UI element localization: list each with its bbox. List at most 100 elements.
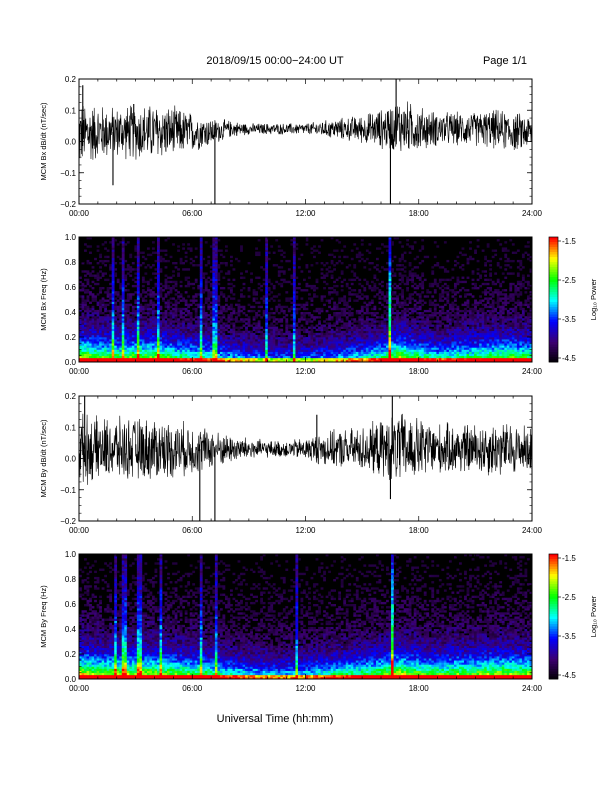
colorbar-tick-label: -4.5 [562,354,576,363]
colorbar-frame [548,236,559,363]
colorbar-segment [549,654,558,657]
colorbar-tick-label: -4.5 [562,671,576,680]
colorbar-segment [549,299,558,303]
colorbar-segment [549,359,558,363]
colorbar-segment [549,616,558,620]
x-tick-label: 06:00 [182,684,203,693]
colorbar-segment [549,661,558,665]
colorbar-segment [549,666,558,670]
colorbar-segment [549,671,558,675]
colorbar-segment [549,556,558,560]
colorbar-segment [549,272,558,275]
colorbar-segment [549,599,558,602]
colorbar-segment [549,279,558,283]
y-tick-label: −0.1 [60,486,76,495]
y-axis-label: MCM By Freq (Hz) [39,585,48,648]
by-spectrogram-panel: -1.5 -2.5 -3.5 -4.5 Log₁₀ Power 1.0 0.8 0.6 0.4 0… [39,550,598,693]
colorbar-segment [549,249,558,253]
colorbar-segment [549,314,558,318]
y-tick-label: 0.2 [65,392,77,401]
colorbar-segment [549,656,558,660]
colorbar-segment [549,646,558,650]
x-tick-label: 12:00 [295,209,316,218]
colorbar-tick-label: -2.5 [562,276,576,285]
x-tick-label: 06:00 [182,209,203,218]
x-tick-label: 06:00 [182,526,203,535]
x-tick-label: 00:00 [69,367,90,376]
colorbar-segment [549,559,558,562]
colorbar-segment [549,604,558,607]
colorbar-segment [549,297,558,300]
colorbar-segment [549,569,558,572]
dbdt-trace [79,413,532,485]
colorbar-segment [549,589,558,592]
dbdt-trace [79,101,532,160]
colorbar-segment [549,289,558,293]
colorbar-segment [549,269,558,273]
colorbar-segment [549,571,558,575]
colorbar-segment [549,631,558,635]
y-tick-label: 0.4 [65,308,77,317]
colorbar-segment [549,267,558,270]
colorbar-segment [549,621,558,625]
colorbar-segment [549,304,558,308]
figure-title: 2018/09/15 00:00−24:00 UT [206,55,344,67]
x-tick-label: 24:00 [522,367,543,376]
colorbar-segment [549,292,558,295]
x-tick-label: 00:00 [69,209,90,218]
colorbar-segment [549,347,558,350]
colorbar-tick-label: -1.5 [562,554,576,563]
colorbar-segment [549,352,558,355]
colorbar-segment [549,561,558,565]
y-tick-label: 0.1 [65,106,77,115]
y-axis-label: MCM Bx dB/dt (nT/sec) [39,102,48,180]
colorbar-segment [549,237,558,240]
y-tick-label: 0.2 [65,75,77,84]
colorbar-segment [549,596,558,600]
colorbar-segment [549,614,558,617]
colorbar-segment [549,619,558,622]
colorbar-segment [549,322,558,325]
colorbar-segment [549,339,558,343]
x-tick-label: 12:00 [295,367,316,376]
colorbar-segment [549,634,558,637]
colorbar-segment [549,257,558,260]
colorbar-segment [549,566,558,570]
colorbar-segment [549,624,558,627]
colorbar-segment [549,669,558,672]
colorbar-segment [549,586,558,590]
colorbar-segment [549,242,558,245]
spectrogram-cells [79,237,533,363]
colorbar-segment [549,584,558,587]
colorbar-segment [549,244,558,248]
colorbar-segment [549,247,558,250]
colorbar-segment [549,277,558,280]
y-tick-label: 0.0 [65,455,77,464]
colorbar-segment [549,329,558,333]
colorbar-segment [549,676,558,680]
x-tick-label: 00:00 [69,526,90,535]
colorbar-segment [549,284,558,288]
y-tick-label: −0.2 [60,517,76,526]
colorbar-segment [549,574,558,577]
y-tick-label: 0.0 [65,138,77,147]
colorbar-segment [549,312,558,315]
colorbar-segment [549,349,558,353]
colorbar-segment [549,601,558,605]
colorbar-segment [549,344,558,348]
colorbar-segment [549,579,558,582]
colorbar-segment [549,576,558,580]
x-tick-label: 18:00 [409,367,430,376]
colorbar-segment [549,554,558,557]
y-tick-label: 0.0 [65,358,77,367]
colorbar-segment [549,294,558,298]
colorbar-segment [549,629,558,632]
colorbar-segment [549,252,558,255]
colorbar-segment [549,641,558,645]
x-tick-label: 24:00 [522,209,543,218]
colorbar-segment [549,606,558,610]
by-dbdt-panel: 0.2 0.1 0.0 −0.1 −0.200:00 06:00 12:00 18:00 24:… [39,392,543,535]
y-tick-label: 0.6 [65,600,77,609]
